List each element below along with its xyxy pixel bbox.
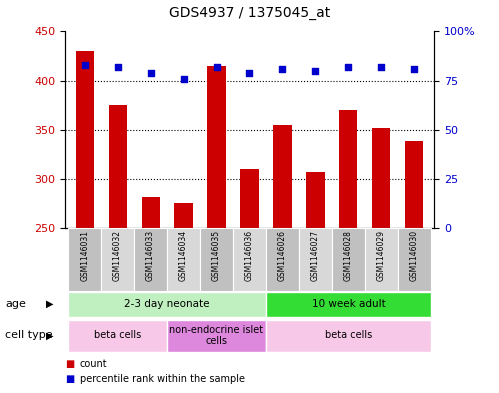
Text: ▶: ▶ bbox=[46, 299, 54, 309]
Text: ■: ■ bbox=[65, 374, 74, 384]
Text: GSM1146026: GSM1146026 bbox=[278, 230, 287, 281]
Text: GSM1146029: GSM1146029 bbox=[377, 230, 386, 281]
Text: age: age bbox=[5, 299, 26, 309]
Text: 10 week adult: 10 week adult bbox=[311, 299, 385, 309]
Bar bbox=[306, 172, 324, 228]
Text: GSM1146032: GSM1146032 bbox=[113, 230, 122, 281]
Point bbox=[81, 62, 89, 68]
Text: GSM1146035: GSM1146035 bbox=[212, 230, 221, 281]
Bar bbox=[299, 228, 332, 291]
Bar bbox=[68, 320, 167, 352]
Text: GSM1146031: GSM1146031 bbox=[80, 230, 89, 281]
Bar bbox=[365, 228, 398, 291]
Bar bbox=[101, 228, 134, 291]
Bar bbox=[167, 320, 266, 352]
Bar bbox=[233, 228, 266, 291]
Bar bbox=[266, 320, 431, 352]
Text: GDS4937 / 1375045_at: GDS4937 / 1375045_at bbox=[169, 6, 330, 20]
Text: beta cells: beta cells bbox=[325, 330, 372, 340]
Bar bbox=[372, 128, 390, 228]
Bar bbox=[398, 228, 431, 291]
Bar bbox=[175, 204, 193, 228]
Bar bbox=[273, 125, 291, 228]
Bar bbox=[266, 292, 431, 317]
Bar bbox=[167, 228, 200, 291]
Text: GSM1146033: GSM1146033 bbox=[146, 230, 155, 281]
Point bbox=[213, 64, 221, 70]
Point bbox=[344, 64, 352, 70]
Bar bbox=[266, 228, 299, 291]
Point bbox=[410, 66, 418, 72]
Text: cell type: cell type bbox=[5, 330, 52, 340]
Bar bbox=[332, 228, 365, 291]
Text: 2-3 day neonate: 2-3 day neonate bbox=[124, 299, 210, 309]
Point bbox=[180, 75, 188, 82]
Point bbox=[311, 68, 319, 74]
Text: GSM1146027: GSM1146027 bbox=[311, 230, 320, 281]
Text: beta cells: beta cells bbox=[94, 330, 141, 340]
Text: count: count bbox=[80, 358, 107, 369]
Text: ■: ■ bbox=[65, 358, 74, 369]
Text: GSM1146036: GSM1146036 bbox=[245, 230, 254, 281]
Bar bbox=[405, 141, 424, 228]
Bar bbox=[208, 66, 226, 228]
Text: non-endocrine islet
cells: non-endocrine islet cells bbox=[170, 325, 263, 346]
Point bbox=[377, 64, 385, 70]
Point bbox=[278, 66, 286, 72]
Bar bbox=[241, 169, 258, 228]
Text: ▶: ▶ bbox=[46, 330, 54, 340]
Text: GSM1146030: GSM1146030 bbox=[410, 230, 419, 281]
Point bbox=[246, 70, 253, 76]
Bar bbox=[200, 228, 233, 291]
Bar bbox=[68, 292, 266, 317]
Bar bbox=[109, 105, 127, 228]
Bar bbox=[68, 228, 101, 291]
Text: percentile rank within the sample: percentile rank within the sample bbox=[80, 374, 245, 384]
Point bbox=[147, 70, 155, 76]
Bar bbox=[134, 228, 167, 291]
Text: GSM1146028: GSM1146028 bbox=[344, 230, 353, 281]
Point bbox=[114, 64, 122, 70]
Bar bbox=[75, 51, 94, 228]
Text: GSM1146034: GSM1146034 bbox=[179, 230, 188, 281]
Bar bbox=[339, 110, 357, 228]
Bar bbox=[142, 197, 160, 228]
